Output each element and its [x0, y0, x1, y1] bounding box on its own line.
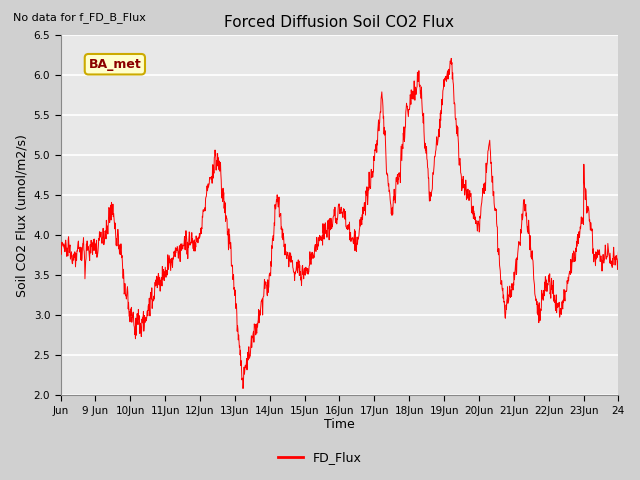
Legend: FD_Flux: FD_Flux	[273, 446, 367, 469]
Text: BA_met: BA_met	[88, 58, 141, 71]
Text: No data for f_FD_B_Flux: No data for f_FD_B_Flux	[13, 12, 146, 23]
X-axis label: Time: Time	[324, 419, 355, 432]
Y-axis label: Soil CO2 Flux (umol/m2/s): Soil CO2 Flux (umol/m2/s)	[15, 134, 28, 297]
Title: Forced Diffusion Soil CO2 Flux: Forced Diffusion Soil CO2 Flux	[225, 15, 454, 30]
